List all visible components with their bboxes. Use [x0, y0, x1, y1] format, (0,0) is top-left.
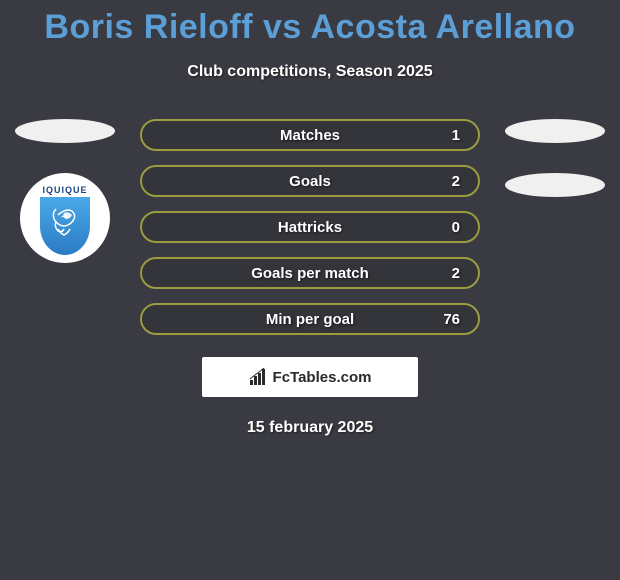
stat-value: 1: [452, 127, 460, 144]
stat-value: 2: [452, 173, 460, 190]
stat-label: Goals per match: [251, 265, 369, 282]
subtitle: Club competitions, Season 2025: [0, 63, 620, 81]
club-logo-name: IQUIQUE: [42, 185, 87, 195]
stats-column: Matches 1 Goals 2 Hattricks 0 Goals per …: [140, 119, 480, 335]
stat-bar-min-per-goal: Min per goal 76: [140, 303, 480, 335]
player-ellipse-left: [15, 119, 115, 143]
main-container: Boris Rieloff vs Acosta Arellano Club co…: [0, 0, 620, 437]
stat-value: 2: [452, 265, 460, 282]
left-column: IQUIQUE: [10, 119, 120, 263]
brand-box[interactable]: FcTables.com: [202, 357, 418, 397]
player-ellipse-right-2: [505, 173, 605, 197]
date-text: 15 february 2025: [0, 419, 620, 437]
stat-value: 0: [452, 219, 460, 236]
stat-value: 76: [443, 311, 460, 328]
player-ellipse-right-1: [505, 119, 605, 143]
club-logo: IQUIQUE: [20, 173, 110, 263]
right-column: [500, 119, 610, 197]
stat-label: Min per goal: [266, 311, 354, 328]
dragon-icon: [50, 205, 80, 239]
stat-bar-hattricks: Hattricks 0: [140, 211, 480, 243]
stat-label: Hattricks: [278, 219, 342, 236]
brand-text: FcTables.com: [273, 369, 372, 386]
content-row: IQUIQUE Matches 1 Goals 2: [0, 119, 620, 335]
stat-bar-goals-per-match: Goals per match 2: [140, 257, 480, 289]
stat-bar-matches: Matches 1: [140, 119, 480, 151]
stat-bar-goals: Goals 2: [140, 165, 480, 197]
stat-label: Matches: [280, 127, 340, 144]
club-logo-shield: [40, 197, 90, 255]
page-title: Boris Rieloff vs Acosta Arellano: [0, 8, 620, 47]
chart-icon: [249, 368, 267, 386]
stat-label: Goals: [289, 173, 331, 190]
